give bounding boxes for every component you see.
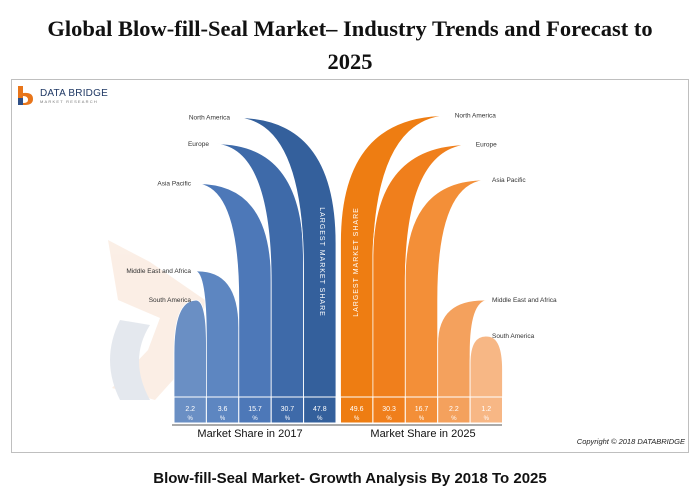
v2017-value-percent: % bbox=[188, 416, 194, 422]
category-label-2017-europe: Europe bbox=[188, 141, 209, 148]
watermark-logo-mark-2 bbox=[110, 320, 150, 400]
v2025-value-percent: % bbox=[484, 416, 490, 422]
fan-2017-north-america bbox=[233, 117, 337, 398]
fan-2025-europe bbox=[372, 144, 472, 398]
v2025-value-percent: % bbox=[354, 416, 360, 422]
v2025-value-label: 16.7 bbox=[415, 406, 429, 413]
v2025-value-label: 49.6 bbox=[350, 406, 364, 413]
category-label-2025-asia-pacific: Asia Pacific bbox=[492, 177, 526, 184]
v2025-value-cell bbox=[469, 396, 504, 424]
v2025-value-cell bbox=[372, 396, 406, 424]
v2017-value-percent: % bbox=[220, 416, 226, 422]
category-label-2025-middle-east-and-africa: Middle East and Africa bbox=[492, 297, 557, 304]
highlight-labels: LARGEST MARKET SHARE LARGEST MARKET SHARE bbox=[318, 207, 360, 317]
v2025-value-cell bbox=[340, 396, 374, 424]
v2025-value-percent: % bbox=[451, 416, 457, 422]
v2025-value-percent: % bbox=[386, 416, 392, 422]
logo-name: DATA BRIDGE bbox=[40, 88, 108, 99]
fan-2017-europe bbox=[212, 143, 304, 398]
category-label-2025-europe: Europe bbox=[476, 142, 497, 149]
fan-2025-middle-east-and-africa bbox=[437, 299, 489, 398]
v2025-value-label: 30.3 bbox=[382, 406, 396, 413]
v2017-value-label: 47.8 bbox=[313, 406, 327, 413]
fan-2025-south-america bbox=[469, 335, 503, 398]
v2017-value-percent: % bbox=[285, 416, 291, 422]
copyright-text: Copyright © 2018 DATABRIDGE bbox=[577, 437, 686, 446]
v2017-value-cell bbox=[270, 396, 305, 424]
category-labels: South America Middle East and Africa Asia … bbox=[126, 112, 557, 340]
fan-2025-asia-pacific bbox=[404, 179, 489, 398]
data-bridge-logo: DATA BRIDGE MARKET RESEARCH bbox=[15, 84, 115, 110]
chart-title-line-1: Global Blow-fill-Seal Market– Industry T… bbox=[47, 16, 653, 41]
fan-2017-south-america bbox=[173, 299, 207, 398]
v2025-value-percent: % bbox=[419, 416, 425, 422]
fan-shapes bbox=[173, 115, 503, 398]
v2017-value-label: 2.2 bbox=[185, 406, 195, 413]
v2017-value-label: 3.6 bbox=[218, 406, 228, 413]
category-label-2017-asia-pacific: Asia Pacific bbox=[157, 181, 191, 188]
group-label-2017: Market Share in 2017 bbox=[197, 428, 302, 440]
group-label-2025: Market Share in 2025 bbox=[370, 428, 475, 440]
v2017-value-label: 15.7 bbox=[248, 406, 262, 413]
v2025-value-cell bbox=[437, 396, 471, 424]
chart-title-line-2: 2025 bbox=[327, 49, 373, 74]
highlight-label-2017: LARGEST MARKET SHARE bbox=[318, 207, 325, 317]
category-label-2025-south-america: South America bbox=[492, 333, 535, 340]
logo-tagline: MARKET RESEARCH bbox=[40, 99, 98, 104]
category-label-2017-north-america: North America bbox=[189, 115, 231, 122]
category-label-2017-middle-east-and-africa: Middle East and Africa bbox=[126, 268, 191, 275]
logo-icon bbox=[18, 86, 33, 105]
v2017-value-percent: % bbox=[252, 416, 258, 422]
v2025-value-label: 1.2 bbox=[481, 406, 491, 413]
v2017-value-cell bbox=[303, 396, 337, 424]
category-label-2017-south-america: South America bbox=[149, 297, 192, 304]
fan-2017-asia-pacific bbox=[194, 183, 272, 398]
fan-2025-north-america bbox=[340, 115, 451, 398]
fan-2017-middle-east-and-africa bbox=[194, 270, 240, 398]
highlight-label-2025: LARGEST MARKET SHARE bbox=[353, 207, 360, 317]
bottom-caption: Blow-fill-Seal Market- Growth Analysis B… bbox=[153, 470, 547, 487]
v2017-value-cell bbox=[205, 396, 240, 424]
v2025-value-label: 2.2 bbox=[449, 406, 459, 413]
category-label-2025-north-america: North America bbox=[455, 112, 497, 119]
chart-title: Global Blow-fill-Seal Market– Industry T… bbox=[0, 12, 700, 78]
v2025-value-cell bbox=[404, 396, 439, 424]
value-labels: 2.2% 3.6% 15.7% 30.7% 47.8% 49.6% 30.3% 16.7% 2.… bbox=[173, 396, 504, 424]
v2017-value-percent: % bbox=[317, 416, 323, 422]
v2017-value-cell bbox=[238, 396, 272, 424]
v2017-value-label: 30.7 bbox=[281, 406, 295, 413]
group-labels: Market Share in 2017 Market Share in 2025… bbox=[197, 428, 686, 446]
